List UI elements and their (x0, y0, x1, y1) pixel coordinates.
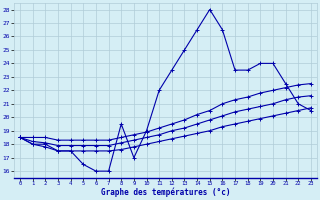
X-axis label: Graphe des températures (°c): Graphe des températures (°c) (101, 188, 230, 197)
